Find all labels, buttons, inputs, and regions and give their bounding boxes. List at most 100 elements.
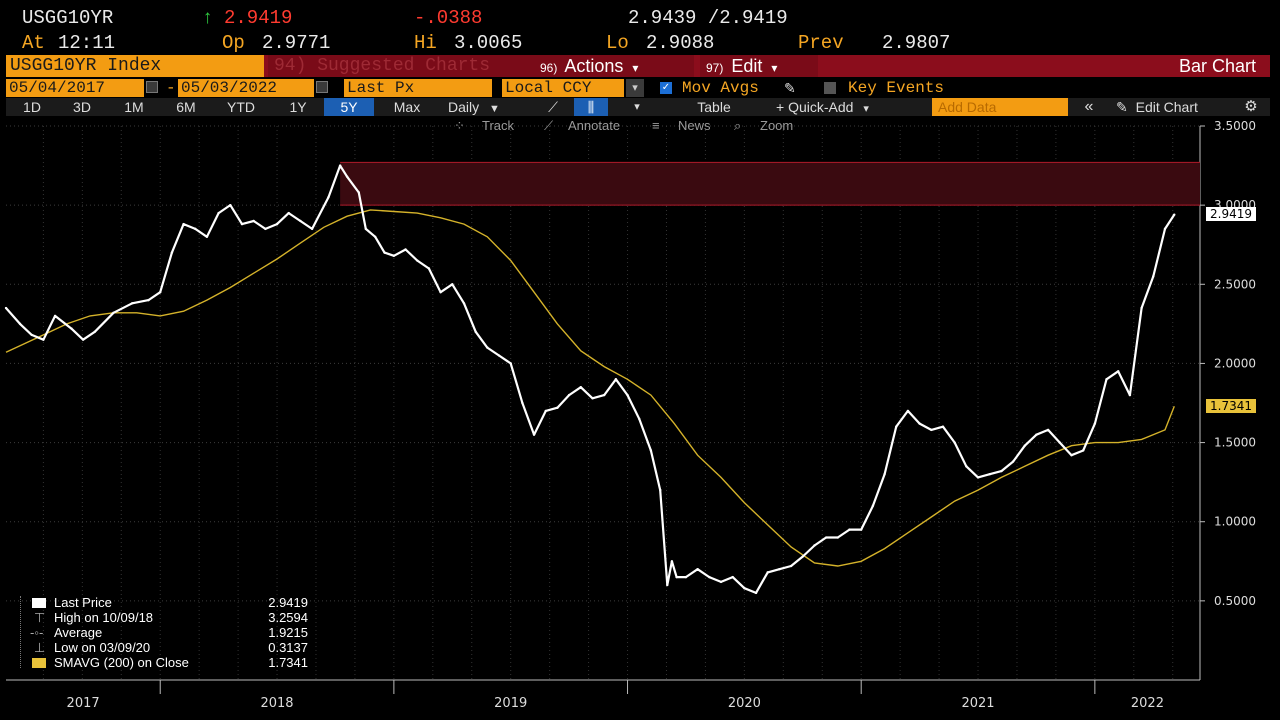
price-point: [1011, 460, 1015, 463]
track-icon[interactable]: ⁘: [454, 118, 465, 133]
add-data-input[interactable]: Add Data: [932, 98, 1068, 116]
price-point: [544, 409, 547, 413]
end-date-field[interactable]: 05/03/2022: [178, 79, 314, 97]
mov-avgs-checkbox[interactable]: ✓: [660, 82, 672, 94]
price-point: [684, 575, 688, 579]
price-chart[interactable]: 0.50001.00001.50002.00002.50003.00003.50…: [0, 118, 1280, 720]
bar-chart-icon[interactable]: ⫼: [574, 98, 608, 116]
news-tool[interactable]: News: [678, 118, 711, 133]
price-point: [1093, 422, 1097, 425]
price-point: [930, 428, 933, 432]
net-change: -.0388: [414, 7, 483, 29]
suggested-charts-button[interactable]: 94) Suggested Charts: [268, 55, 534, 77]
calendar-icon[interactable]: [146, 81, 158, 93]
legend-high: ⊤ High on 10/09/18 3.2594: [12, 610, 308, 625]
annotate-tool[interactable]: Annotate: [568, 118, 621, 133]
security-input[interactable]: USGG10YR Index: [6, 55, 264, 77]
quote-time: 12:11: [58, 32, 116, 54]
range-5y[interactable]: 5Y: [324, 98, 374, 116]
zoom-icon[interactable]: ⌕: [734, 118, 742, 133]
annotate-icon[interactable]: ⟋: [544, 118, 554, 133]
low-label: Lo: [606, 32, 629, 54]
price-point: [416, 259, 419, 262]
price-point: [789, 564, 793, 568]
price-point: [1023, 444, 1026, 447]
price-point: [53, 314, 57, 318]
price-point: [357, 191, 361, 194]
quote-line-1: USGG10YR ↑ 2.9419 -.0388 2.9439 /2.9419: [0, 8, 1280, 28]
x-tick-label: 2017: [67, 696, 100, 711]
range-3d[interactable]: 3D: [73, 99, 91, 115]
price-point: [1117, 370, 1120, 373]
line-chart-icon[interactable]: ⟋: [548, 99, 558, 115]
chevron-down-icon: ▾: [863, 103, 869, 115]
price-point: [567, 393, 571, 397]
price-point: [1058, 441, 1062, 444]
price-point: [404, 248, 407, 251]
open-label: Op: [222, 32, 245, 54]
calendar-icon[interactable]: [316, 81, 328, 93]
price-point: [602, 393, 606, 397]
actions-menu[interactable]: 96) Actions ▾: [534, 55, 694, 77]
range-toolbar: 1D 3D 1M 6M YTD 1Y 5Y Max Daily ▼ ⟋ ⫼ ▾ …: [6, 98, 1270, 116]
y-tick-label: 1.5000: [1214, 436, 1256, 450]
price-point: [766, 571, 769, 574]
field-selector[interactable]: Last Px: [344, 79, 492, 97]
at-label: At: [22, 32, 45, 54]
range-1d[interactable]: 1D: [23, 99, 41, 115]
key-level-band: [340, 161, 1201, 206]
start-date-field[interactable]: 05/04/2017: [6, 79, 144, 97]
track-tool[interactable]: Track: [482, 118, 515, 133]
price-point: [1128, 393, 1132, 397]
price-point: [778, 568, 781, 571]
range-ytd[interactable]: YTD: [227, 99, 255, 115]
y-tick-label: 1.0000: [1214, 515, 1256, 529]
price-point: [205, 235, 209, 238]
edit-chart-button[interactable]: ✎ Edit Chart: [1110, 98, 1234, 116]
chart-legend: Last Price 2.9419 ⊤ High on 10/09/18 3.2…: [12, 595, 308, 672]
price-point: [626, 393, 629, 397]
x-tick-label: 2018: [260, 696, 293, 711]
last-price: 2.9419: [224, 7, 293, 29]
price-point: [638, 417, 641, 421]
price-point: [1081, 449, 1085, 452]
price-point: [182, 222, 185, 226]
range-6m[interactable]: 6M: [176, 99, 196, 115]
quick-add-button[interactable]: + Quick-Add ▾: [768, 98, 918, 116]
legend-value: 1.7341: [268, 655, 308, 670]
price-point: [439, 291, 442, 294]
price-point: [1140, 306, 1143, 310]
zoom-tool[interactable]: Zoom: [760, 118, 794, 133]
price-point: [486, 346, 489, 349]
chevron-down-icon[interactable]: ▾: [634, 101, 640, 113]
legend-last-price: Last Price 2.9419: [12, 595, 308, 610]
chevron-down-icon[interactable]: ▾: [626, 79, 644, 97]
quote-line-2: At 12:11 Op 2.9771 Hi 3.0065 Lo 2.9088 P…: [0, 33, 1280, 53]
frequency-label: Daily: [448, 99, 480, 115]
prev-value: 2.9807: [882, 32, 951, 54]
price-point: [521, 401, 524, 405]
pencil-icon[interactable]: ✎: [784, 80, 796, 96]
price-point: [895, 425, 898, 428]
edit-menu[interactable]: 97) Edit ▾: [700, 55, 818, 77]
quick-add-label: + Quick-Add: [776, 99, 854, 115]
x-tick-label: 2019: [494, 696, 527, 711]
frequency-selector[interactable]: Daily ▼: [440, 98, 532, 116]
price-point: [345, 175, 349, 178]
price-point: [112, 311, 115, 314]
collapse-icon[interactable]: «: [1084, 98, 1094, 115]
price-point: [675, 575, 678, 579]
table-button[interactable]: Table: [697, 99, 731, 115]
range-max[interactable]: Max: [393, 99, 421, 115]
currency-selector[interactable]: Local CCY: [502, 79, 624, 97]
chart-type-label[interactable]: Bar Chart: [1178, 56, 1256, 76]
price-point: [81, 338, 85, 341]
range-1y[interactable]: 1Y: [289, 99, 307, 115]
price-point: [130, 302, 134, 305]
news-icon[interactable]: ≡: [652, 118, 660, 133]
gear-icon[interactable]: ⚙: [1244, 98, 1258, 115]
y-tick-label: 0.5000: [1214, 594, 1256, 608]
range-1m[interactable]: 1M: [124, 99, 144, 115]
legend-label: Last Price: [54, 595, 112, 610]
key-events-checkbox[interactable]: [824, 82, 836, 94]
